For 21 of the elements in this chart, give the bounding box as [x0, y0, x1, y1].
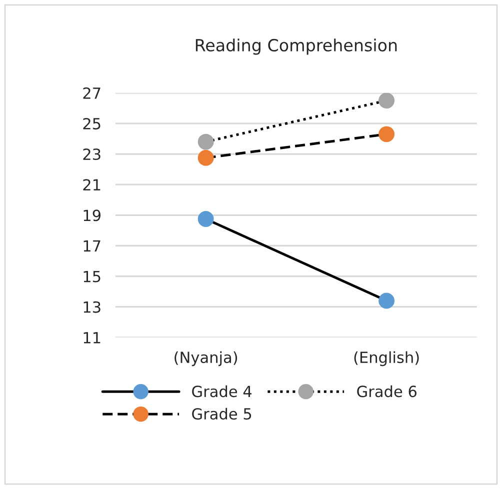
- point: [198, 150, 214, 166]
- y-tick-label: 15: [84, 270, 100, 282]
- y-tick-label: 17: [84, 240, 100, 252]
- y-tick-label: 13: [84, 301, 100, 313]
- y-tick-label: 27: [83, 87, 100, 99]
- chart-title: Reading Comprehension: [196, 38, 397, 55]
- legend-label: Grade 6: [357, 385, 416, 398]
- y-tick-label: 25: [83, 118, 100, 130]
- x-tick-label: (English): [354, 351, 419, 366]
- point: [378, 126, 395, 142]
- y-tick-label: 11: [84, 332, 100, 344]
- point: [378, 292, 395, 309]
- point: [378, 92, 395, 109]
- legend-label: Grade 5: [192, 408, 252, 420]
- y-tick-label: 23: [83, 148, 100, 160]
- point: [198, 211, 214, 227]
- x-tick-label: (Nyanja): [174, 351, 238, 366]
- y-tick-label: 19: [84, 210, 100, 222]
- legend-label: Grade 4: [192, 385, 252, 398]
- point: [198, 134, 214, 150]
- y-tick-label: 21: [83, 179, 100, 190]
